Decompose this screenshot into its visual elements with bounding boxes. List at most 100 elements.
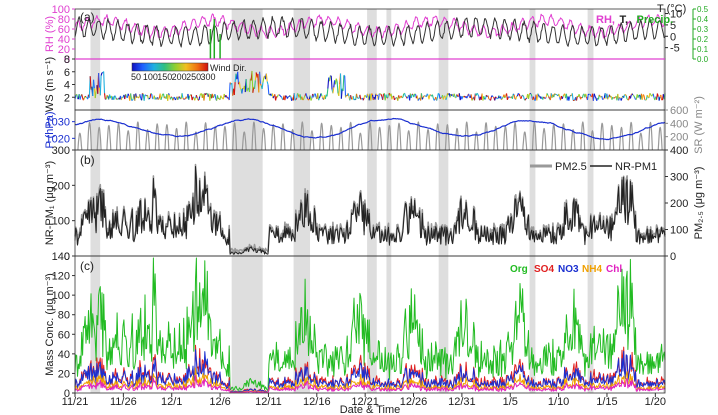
solar-radiation-series [454,127,460,151]
x-tick-label: 12/26 [400,396,428,408]
wind-speed-segment [387,93,390,98]
solar-radiation-series [232,122,238,151]
wind-speed-segment [318,97,320,101]
wind-speed-segment [568,96,571,101]
wind-speed-segment [237,71,240,85]
x-tick-label: 1/5 [503,396,518,408]
solar-radiation-series [628,121,634,151]
wind-speed-segment [620,97,623,101]
solar-radiation-series [386,124,392,151]
wind-speed-segment [239,87,242,90]
wind-speed-segment [433,99,436,101]
wind-speed-segment [259,71,261,84]
wind-speed-segment [543,96,545,99]
wind-speed-segment [658,96,661,101]
wind-speed-segment [633,95,636,98]
wind-speed-segment [301,96,304,100]
solar-radiation-series [551,124,557,151]
wind-speed-segment [520,96,523,99]
wind-speed-segment [471,98,474,101]
wind-speed-segment [646,94,649,98]
wind-speed-segment [524,98,527,101]
wind-speed-segment [318,95,321,99]
wind-speed-segment [607,96,610,100]
wind-speed-segment [248,78,251,93]
y-tick-label: 1020 [46,133,70,145]
y-tick-label: -5 [670,43,680,55]
wind-speed-segment [601,95,604,100]
solar-radiation-series [87,121,92,151]
axis-label: RH (%) [44,16,56,52]
solar-radiation-series [473,131,479,151]
y-tick-label: 100 [670,225,688,237]
wind-speed-segment [364,94,367,97]
y-tick-label: 400 [670,118,688,130]
pressure-series [74,117,666,141]
wind-speed-segment [496,97,498,100]
solar-radiation-series [251,121,257,151]
y-tick-label: 0.1 [697,45,709,54]
legend-label: T, [620,14,629,26]
wind-speed-segment [377,93,380,100]
y-tick-label: 80 [58,310,70,322]
axis-label: WS (m s⁻¹) [44,57,56,112]
wind-speed-segment [489,96,492,101]
solar-radiation-series [357,132,363,151]
wind-speed-segment [417,98,420,101]
solar-radiation-series [280,123,286,151]
colorbar-label: Wind Dir. [210,63,247,73]
shaded-period [231,9,263,393]
wind-speed-segment [327,77,330,89]
species-series-chl [74,375,666,394]
solar-radiation-series [580,121,586,151]
wind-speed-segment [103,93,106,100]
colorbar-tick-label: 150 [157,72,172,82]
wind-speed-segment [146,95,149,99]
wind-speed-segment [648,93,651,98]
solar-radiation-series [154,123,160,151]
wind-speed-segment [335,78,338,82]
wind-speed-segment [517,92,520,95]
wind-speed-segment [326,88,329,97]
solar-radiation-series [241,131,247,151]
wind-speed-segment [136,96,139,98]
solar-radiation-series [125,130,131,151]
wind-speed-segment [266,81,269,85]
wind-speed-segment [571,93,574,101]
solar-radiation-series [589,130,595,151]
wind-speed-segment [189,94,191,97]
wind-speed-segment [631,93,634,96]
wind-speed-segment [157,98,160,100]
solar-radiation-series [415,121,421,151]
wind-speed-segment [380,93,383,97]
x-tick-label: 11/21 [62,396,89,408]
panel-label: (b) [80,153,95,167]
wind-speed-segment [623,94,626,99]
wind-speed-segment [265,73,268,82]
y-tick-label: 300 [52,145,70,157]
wind-speed-segment [295,98,298,100]
solar-radiation-series [599,122,605,151]
solar-radiation-series [145,129,151,151]
shaded-periods [90,9,665,393]
wind-speed-segment [453,93,456,98]
wind-speed-segment [371,93,373,96]
x-tick-label: 1/15 [596,396,617,408]
shaded-period [90,9,101,393]
wind-speed-segment [589,93,592,97]
colorbar-tick-label: 50 [131,72,141,82]
shaded-period [367,9,377,393]
y-tick-label: 0.5 [697,5,709,14]
wind-speed-segment [476,92,479,95]
wind-speed-segment [228,82,231,101]
wind-speed-segment [92,79,95,89]
wind-speed-segment [511,93,514,99]
wind-speed-segment [468,93,470,97]
wind-speed-segment [212,95,215,99]
axis-label: T (°C) [657,3,686,15]
y-tick-label: 8 [64,54,70,66]
wind-speed-segment [406,96,409,99]
solar-radiation-series [638,132,644,151]
wind-speed-segment [436,93,439,99]
wind-speed-segment [259,83,262,86]
